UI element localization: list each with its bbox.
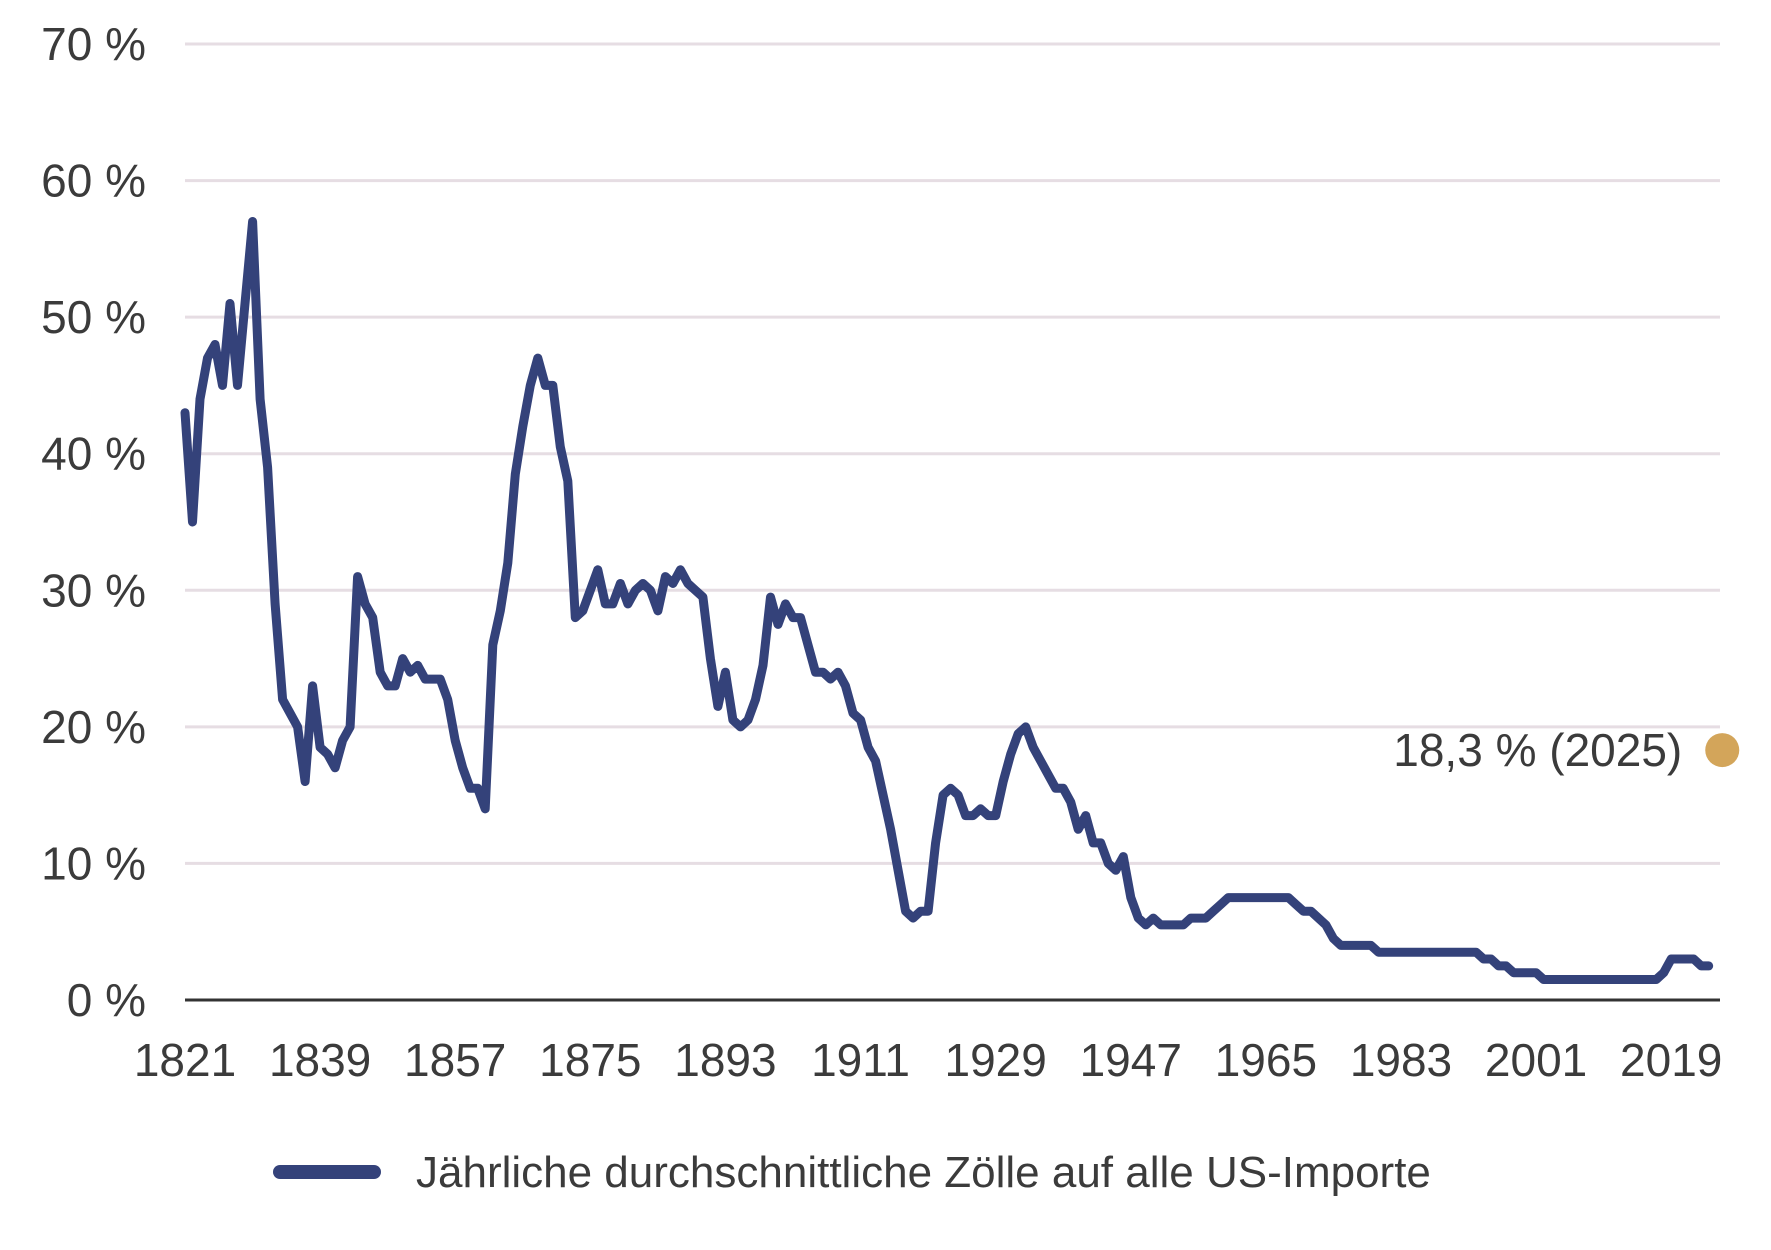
- y-tick-label: 10 %: [41, 837, 146, 889]
- series-line: [180, 217, 1714, 984]
- y-tick-label: 20 %: [41, 701, 146, 753]
- y-tick-label: 30 %: [41, 564, 146, 616]
- x-tick-label: 1947: [1080, 1034, 1182, 1086]
- legend-label: Jährliche durchschnittliche Zölle auf al…: [416, 1148, 1431, 1197]
- y-tick-label: 40 %: [41, 428, 146, 480]
- x-tick-label: 1893: [674, 1034, 776, 1086]
- x-tick-label: 1821: [134, 1034, 236, 1086]
- y-axis-tick-labels: 0 % 10 % 20 % 30 % 40 % 50 % 60 % 70 %: [41, 18, 146, 1026]
- x-axis-tick-labels: 1821 1839 1857 1875 1893 1911 1929 1947 1965 1983…: [134, 1034, 1723, 1086]
- x-tick-label: 1965: [1215, 1034, 1317, 1086]
- y-tick-label: 50 %: [41, 291, 146, 343]
- x-tick-label: 1839: [269, 1034, 371, 1086]
- annotation-layer: 18,3 % (2025): [1393, 724, 1740, 776]
- annotation-label: 18,3 % (2025): [1393, 724, 1682, 776]
- x-tick-label: 1875: [539, 1034, 641, 1086]
- x-tick-label: 1911: [811, 1034, 910, 1086]
- y-tick-label: 70 %: [41, 18, 146, 70]
- x-tick-label: 1929: [944, 1034, 1046, 1086]
- x-tick-label: 1983: [1350, 1034, 1452, 1086]
- x-tick-label: 1857: [404, 1034, 506, 1086]
- gridlines: [185, 42, 1720, 865]
- series-layer: [180, 217, 1714, 984]
- y-tick-label: 60 %: [41, 155, 146, 207]
- annotation-point: [1705, 733, 1740, 768]
- y-tick-label: 0 %: [67, 974, 146, 1026]
- x-tick-label: 2019: [1620, 1034, 1722, 1086]
- legend: Jährliche durchschnittliche Zölle auf al…: [273, 1148, 1431, 1197]
- x-tick-label: 2001: [1485, 1034, 1587, 1086]
